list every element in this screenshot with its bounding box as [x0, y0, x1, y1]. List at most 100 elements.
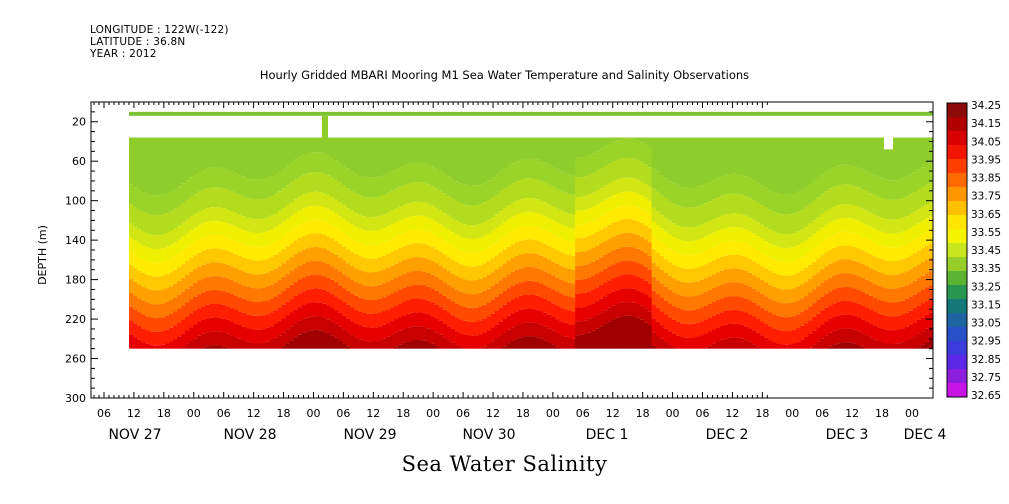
salinity-contour-cell — [531, 239, 536, 254]
salinity-contour-cell — [330, 321, 335, 336]
salinity-contour-cell — [631, 247, 637, 262]
salinity-contour-cell — [764, 323, 769, 338]
salinity-contour-cell — [876, 299, 882, 314]
salinity-contour-cell — [539, 283, 544, 298]
salinity-contour-cell — [732, 213, 737, 228]
salinity-contour-cell — [695, 322, 701, 337]
salinity-contour-cell — [321, 331, 327, 349]
salinity-contour-cell — [374, 299, 379, 314]
salinity-contour-cell — [145, 247, 150, 261]
salinity-contour-cell — [695, 295, 701, 309]
salinity-contour-cell — [410, 229, 416, 244]
salinity-contour-cell — [313, 191, 319, 206]
salinity-contour-cell — [169, 341, 174, 349]
salinity-contour-cell — [740, 242, 745, 256]
salinity-contour-cell — [707, 234, 713, 249]
salinity-contour-cell — [892, 302, 898, 317]
salinity-contour-cell — [884, 179, 890, 200]
salinity-contour-cell — [780, 247, 785, 262]
salinity-contour-cell — [502, 346, 508, 349]
salinity-contour-cell — [756, 346, 761, 349]
salinity-contour-cell — [249, 260, 255, 274]
salinity-contour-cell — [840, 342, 846, 349]
salinity-contour-cell — [796, 341, 801, 349]
colorbar-level-label: 33.95 — [971, 154, 1001, 166]
salinity-contour-cell — [458, 236, 464, 251]
salinity-contour-cell — [916, 347, 922, 349]
salinity-contour-cell — [639, 209, 645, 224]
salinity-contour-cell — [547, 301, 552, 315]
salinity-contour-cell — [466, 137, 472, 186]
salinity-contour-cell — [539, 269, 544, 284]
salinity-contour-cell — [129, 320, 134, 335]
salinity-contour-cell — [442, 254, 448, 269]
salinity-contour-cell — [727, 282, 733, 297]
salinity-contour-cell — [518, 159, 524, 180]
salinity-contour-cell — [707, 345, 713, 349]
salinity-contour-cell — [687, 268, 693, 283]
salinity-contour-cell — [559, 279, 564, 294]
salinity-contour-cell — [828, 249, 834, 264]
salinity-contour-cell — [293, 226, 299, 241]
salinity-contour-cell — [153, 262, 158, 277]
salinity-contour-cell — [760, 266, 765, 281]
salinity-contour-cell — [852, 288, 858, 303]
salinity-contour-cell — [856, 317, 862, 332]
x-hour-label: 18 — [396, 407, 410, 420]
salinity-contour-cell — [209, 167, 215, 188]
salinity-contour-cell — [808, 137, 813, 185]
salinity-contour-cell — [916, 169, 922, 190]
salinity-contour-cell — [784, 317, 789, 332]
salinity-contour-cell — [297, 334, 303, 349]
salinity-contour-cell — [860, 169, 866, 190]
salinity-contour-cell — [494, 297, 500, 311]
salinity-contour-cell — [667, 200, 673, 221]
salinity-contour-cell — [317, 247, 323, 262]
salinity-contour-cell — [772, 211, 777, 232]
salinity-contour-cell — [193, 194, 198, 214]
salinity-contour-cell — [647, 311, 653, 326]
salinity-contour-cell — [454, 220, 460, 235]
salinity-contour-cell — [788, 137, 793, 195]
salinity-contour-cell — [165, 315, 170, 330]
salinity-contour-cell — [466, 252, 472, 267]
salinity-contour-cell — [864, 137, 870, 172]
salinity-contour-cell — [478, 292, 484, 307]
salinity-contour-cell — [430, 260, 436, 275]
salinity-contour-cell — [181, 202, 186, 223]
salinity-contour-cell — [531, 158, 536, 179]
salinity-contour-cell — [338, 299, 343, 313]
salinity-contour-cell — [450, 259, 456, 274]
colorbar-level-label: 34.15 — [971, 118, 1001, 130]
salinity-contour-cell — [494, 283, 500, 298]
salinity-contour-cell — [137, 189, 142, 210]
salinity-contour-cell — [269, 257, 275, 271]
salinity-contour-cell — [732, 173, 737, 194]
salinity-contour-cell — [904, 271, 910, 286]
salinity-contour-cell — [543, 340, 548, 349]
salinity-contour-cell — [354, 173, 359, 194]
salinity-contour-cell — [559, 224, 564, 239]
salinity-contour-cell — [418, 284, 424, 299]
salinity-contour-cell — [366, 230, 371, 245]
salinity-contour-cell — [844, 273, 850, 287]
salinity-contour-cell — [189, 258, 194, 272]
salinity-contour-cell — [776, 213, 781, 234]
colorbar-frame — [946, 102, 968, 398]
salinity-contour-cell — [281, 318, 287, 333]
salinity-contour-cell — [221, 208, 227, 223]
salinity-contour-cell — [346, 318, 351, 333]
salinity-contour-cell — [450, 218, 456, 233]
salinity-contour-cell — [189, 299, 194, 314]
salinity-contour-cell — [607, 266, 612, 281]
salinity-contour-cell — [655, 266, 661, 281]
salinity-contour-cell — [768, 340, 773, 349]
salinity-contour-cell — [643, 266, 649, 281]
salinity-contour-cell — [816, 244, 822, 259]
salinity-contour-cell — [571, 137, 576, 176]
salinity-contour-cell — [579, 279, 584, 294]
salinity-contour-cell — [486, 343, 492, 349]
salinity-contour-cell — [824, 307, 830, 322]
salinity-contour-cell — [896, 329, 902, 344]
salinity-contour-cell — [522, 294, 528, 309]
